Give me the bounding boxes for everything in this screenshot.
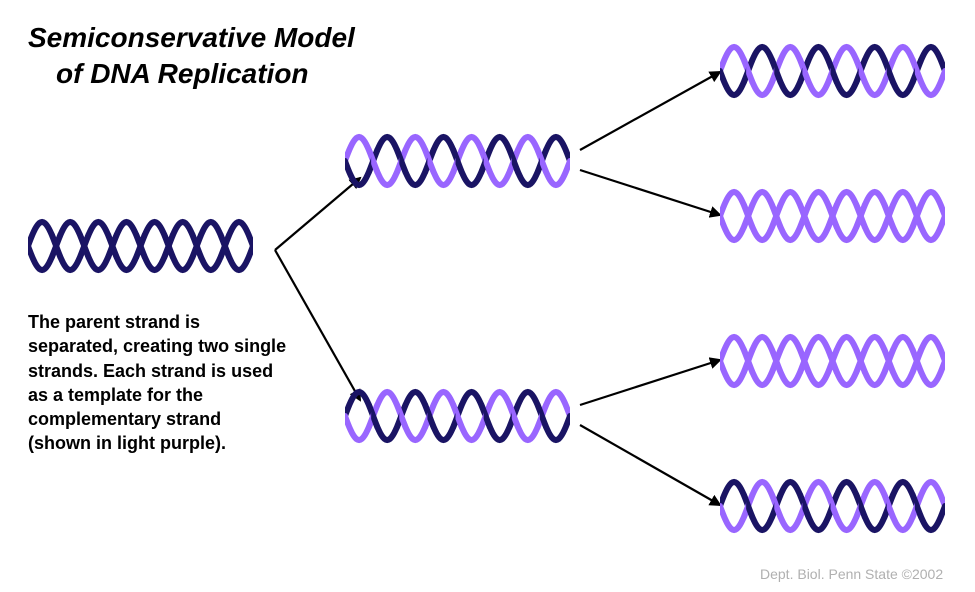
dna-helix-gen0 xyxy=(28,215,253,282)
dna-helix-gen2-d xyxy=(720,475,945,542)
dna-helix-gen2-a xyxy=(720,40,945,107)
arrow-3 xyxy=(580,170,720,215)
title-line-1: Semiconservative Model xyxy=(28,22,355,54)
diagram-stage: Semiconservative Model of DNA Replicatio… xyxy=(0,0,975,592)
arrow-4 xyxy=(580,360,720,405)
arrow-5 xyxy=(580,425,720,505)
dna-helix-gen1-bottom xyxy=(345,385,570,452)
explanation-text: The parent strand is separated, creating… xyxy=(28,310,288,456)
dna-helix-gen2-c xyxy=(720,330,945,397)
dna-helix-gen1-top xyxy=(345,130,570,197)
arrow-2 xyxy=(580,72,720,150)
attribution-text: Dept. Biol. Penn State ©2002 xyxy=(760,566,943,582)
dna-helix-gen2-b xyxy=(720,185,945,252)
title-line-2: of DNA Replication xyxy=(56,58,309,90)
